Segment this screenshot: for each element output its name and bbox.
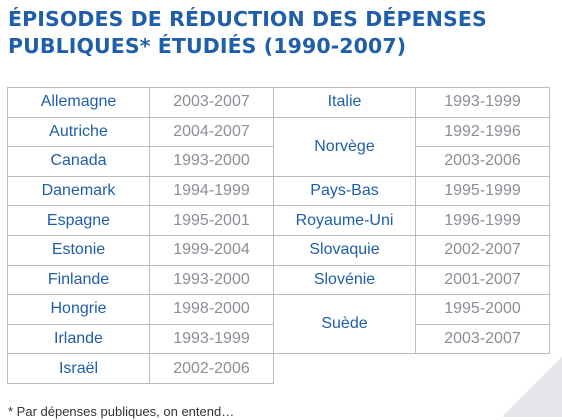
country-cell: Finlande [7,264,150,296]
page-title: ÉPISODES DE RÉDUCTION DES DÉPENSES PUBLI… [8,6,554,60]
country-cell: Estonie [7,234,150,266]
table-row: Canada 1993-2000 2003-2006 [7,146,550,177]
period-cell: 1993-1999 [149,323,274,355]
period-cell: 2003-2007 [415,323,550,355]
period-cell: 1993-2000 [149,264,274,296]
title-line-2: PUBLIQUES* ÉTUDIÉS (1990-2007) [8,34,407,58]
period-cell: 2003-2006 [415,146,550,177]
country-cell: Danemark [7,175,150,207]
period-cell: 1999-2004 [149,234,274,266]
table-row: Allemagne 2003-2007 Italie 1993-1999 [7,87,550,118]
period-cell: 2002-2007 [415,234,550,266]
country-cell: Norvège [273,116,416,177]
period-cell: 1995-2001 [149,205,274,236]
country-cell: Irlande [7,323,150,355]
country-cell: Royaume-Uni [273,205,416,236]
empty-cell [274,354,416,384]
country-cell: Italie [273,87,416,118]
table-row: Espagne 1995-2001 Royaume-Uni 1996-1999 [7,205,550,236]
table-row: Finlande 1993-2000 Slovénie 2001-2007 [7,264,550,296]
period-cell: 1993-1999 [415,87,550,118]
period-cell: 1993-2000 [149,146,274,177]
episodes-table: Allemagne 2003-2007 Italie 1993-1999 Aut… [7,87,550,384]
table-row: Hongrie 1998-2000 Suède 1995-2000 [7,294,550,355]
country-cell: Canada [7,146,150,177]
period-cell: 2003-2007 [149,87,274,118]
country-cell: Slovaquie [273,234,416,266]
country-cell: Slovénie [273,264,416,296]
period-cell: 2004-2007 [149,116,274,148]
table-row: Autriche 2004-2007 Norvège 1992-1996 [7,116,550,177]
country-cell: Autriche [7,116,150,148]
table-row: Danemark 1994-1999 Pays-Bas 1995-1999 [7,175,550,207]
country-cell: Suède [273,294,416,355]
country-cell: Allemagne [7,87,150,118]
table-row: Israël 2002-2006 [7,353,550,384]
period-cell: 1995-1999 [415,175,550,207]
period-cell: 2001-2007 [415,264,550,296]
period-cell: 2002-2006 [149,353,274,384]
country-cell: Espagne [7,205,150,236]
period-cell: 1995-2000 [415,294,550,325]
period-cell: 1994-1999 [149,175,274,207]
title-line-1: ÉPISODES DE RÉDUCTION DES DÉPENSES [8,7,487,31]
country-cell: Hongrie [7,294,150,325]
footnote: * Par dépenses publiques, on entend… [8,404,235,419]
table-row: Irlande 1993-1999 2003-2007 [7,323,550,355]
country-cell: Israël [7,353,150,384]
period-cell: 1992-1996 [415,116,550,148]
table-row: Estonie 1999-2004 Slovaquie 2002-2007 [7,234,550,266]
page-corner-decoration [502,357,562,417]
episodes-table-container: Allemagne 2003-2007 Italie 1993-1999 Aut… [7,87,550,384]
country-cell: Pays-Bas [273,175,416,207]
period-cell: 1996-1999 [415,205,550,236]
period-cell: 1998-2000 [149,294,274,325]
